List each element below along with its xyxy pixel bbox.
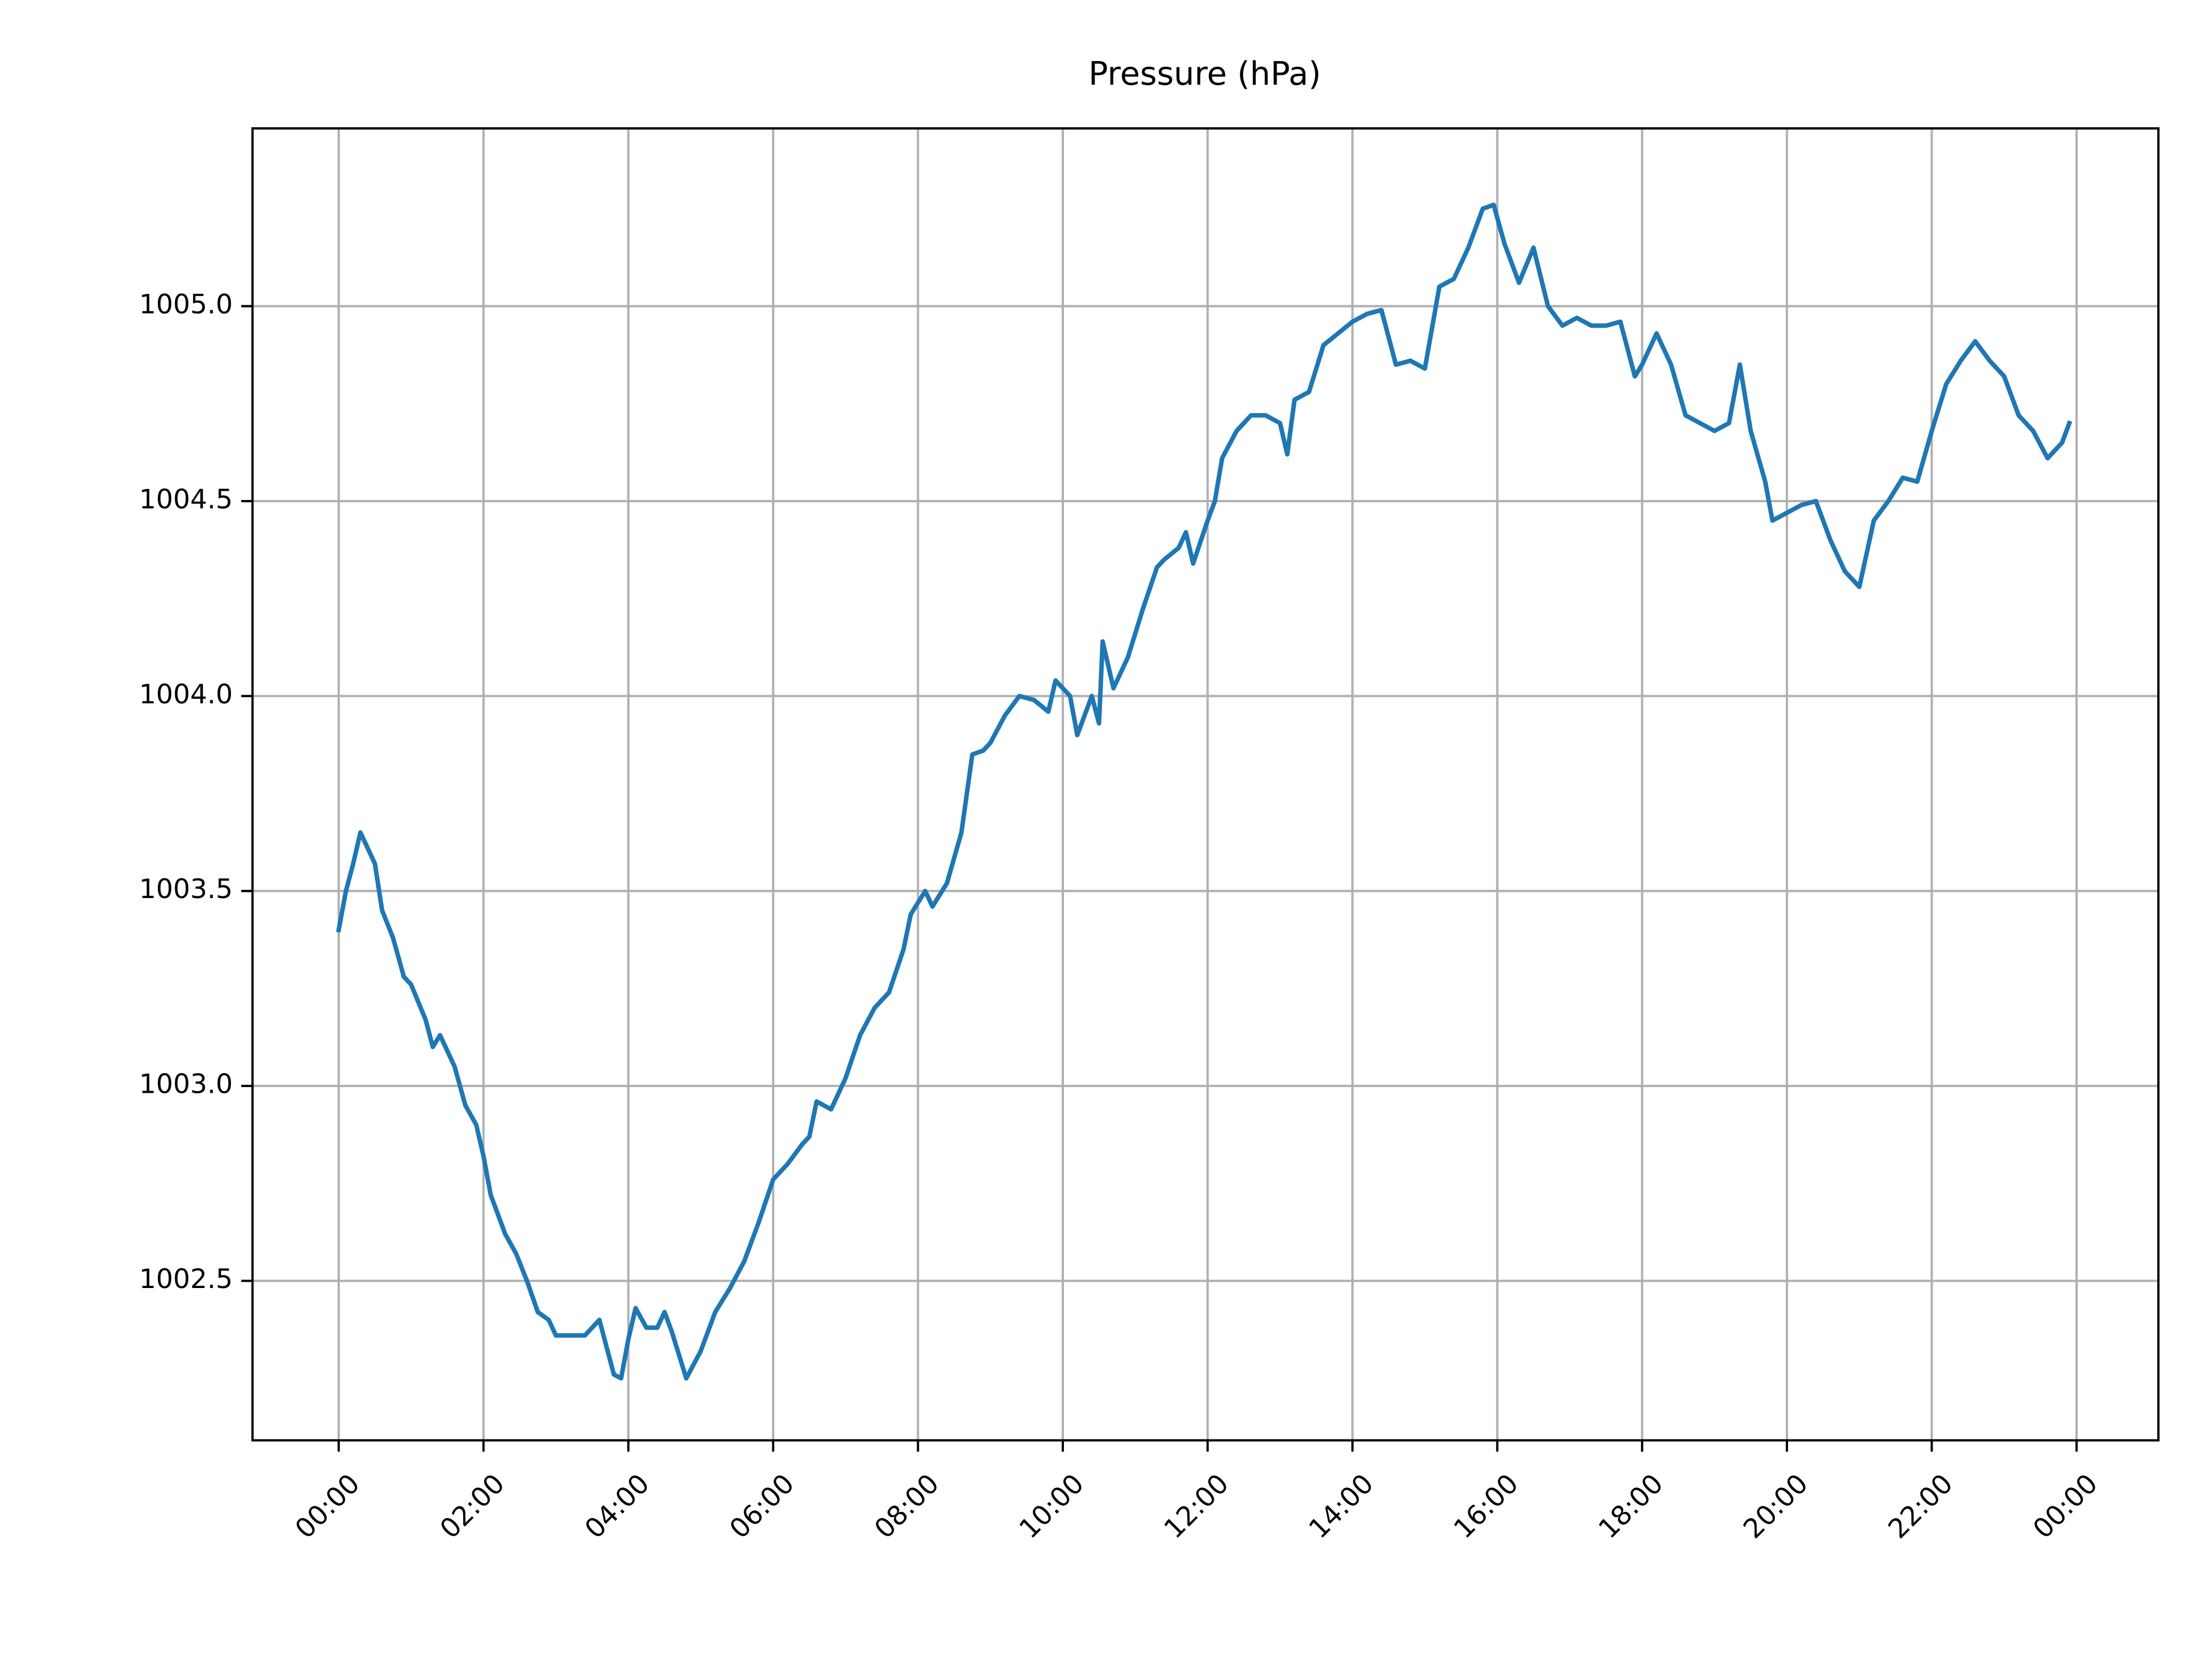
line-series (336, 202, 2073, 1381)
y-tick-label: 1004.5 (139, 483, 233, 514)
plot-frame (251, 127, 2160, 1442)
y-tick-label: 1002.5 (139, 1263, 233, 1294)
y-tick-label: 1003.0 (139, 1069, 233, 1100)
chart-title: Pressure (hPa) (1088, 55, 1321, 93)
y-tick-label: 1003.5 (139, 873, 233, 904)
y-tick-label: 1004.0 (139, 679, 233, 710)
y-tick-label: 1005.0 (139, 289, 233, 320)
